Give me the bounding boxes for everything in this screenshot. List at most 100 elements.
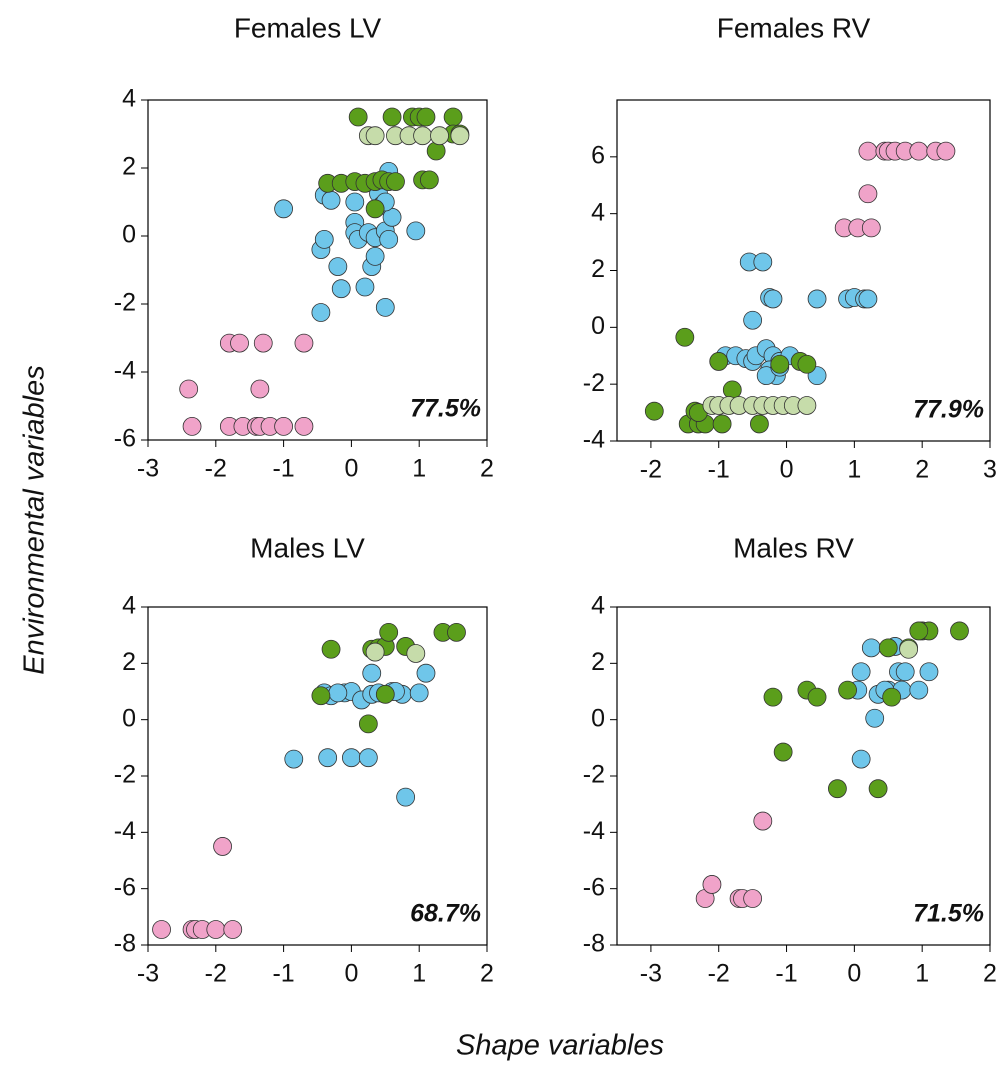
annotation: 77.9%: [913, 396, 984, 424]
point: [895, 662, 915, 682]
plot-frame: [616, 606, 991, 946]
y-tick-label: 4: [122, 85, 136, 113]
point: [406, 644, 426, 663]
point: [702, 875, 722, 894]
point: [379, 622, 399, 642]
y-tick-label: 6: [591, 141, 605, 169]
point: [318, 748, 338, 768]
point: [321, 190, 341, 210]
point: [179, 379, 199, 399]
chart-title: Males RV: [733, 532, 854, 563]
x-tick-label: 0: [344, 455, 358, 483]
point: [230, 333, 249, 353]
x-tick-label: -2: [640, 456, 662, 484]
y-tick-label: -2: [114, 761, 136, 789]
point: [882, 687, 902, 707]
point: [321, 639, 341, 659]
point: [712, 414, 732, 434]
point: [152, 920, 171, 939]
point: [365, 642, 385, 662]
point: [416, 107, 436, 127]
point: [213, 837, 232, 856]
point: [294, 333, 314, 353]
point: [838, 680, 857, 700]
x-tick-label: -3: [640, 960, 662, 988]
y-tick-label: -6: [114, 873, 136, 901]
y-tick-label: -8: [114, 930, 136, 958]
y-tick-label: 2: [122, 153, 136, 181]
point: [311, 303, 331, 322]
point: [314, 229, 334, 249]
point: [382, 107, 402, 127]
point: [743, 310, 763, 330]
point: [416, 663, 436, 683]
point: [250, 379, 270, 399]
point: [753, 811, 773, 831]
y-tick-label: -6: [583, 873, 605, 901]
point: [773, 742, 793, 762]
x-tick-label: 2: [480, 960, 494, 988]
x-tick-label: 2: [983, 960, 997, 988]
x-tick-label: 0: [847, 960, 861, 988]
x-tick-label: 0: [780, 456, 794, 484]
point: [311, 686, 331, 706]
point: [331, 279, 351, 299]
point: [430, 126, 449, 146]
x-tick-label: 1: [412, 455, 426, 483]
point: [919, 662, 939, 682]
point: [348, 107, 368, 127]
y-tick-label: 0: [591, 704, 605, 732]
point: [365, 199, 385, 219]
point: [675, 327, 695, 347]
y-tick-label: -6: [114, 425, 136, 453]
point: [294, 416, 314, 436]
point: [406, 221, 426, 241]
y-axis-label: Environmental variables: [19, 365, 51, 674]
point: [379, 229, 399, 249]
point: [756, 366, 776, 386]
point: [797, 396, 817, 415]
point: [851, 662, 871, 682]
point: [386, 172, 405, 192]
point: [182, 416, 202, 436]
x-tick-label: 1: [412, 960, 426, 988]
chart-title: Females RV: [717, 12, 871, 43]
point: [763, 687, 783, 707]
point: [375, 684, 395, 704]
annotation: 68.7%: [410, 900, 481, 928]
y-tick-label: -4: [114, 357, 136, 385]
point: [709, 352, 729, 371]
point: [828, 779, 847, 799]
point: [443, 107, 463, 127]
point: [861, 638, 881, 658]
y-tick-label: 0: [122, 704, 136, 732]
point: [419, 170, 439, 190]
y-tick-label: -4: [583, 426, 605, 454]
point: [365, 246, 385, 266]
point: [223, 920, 243, 939]
point: [750, 414, 769, 434]
point: [274, 199, 294, 219]
y-tick-label: -2: [583, 761, 605, 789]
point: [899, 639, 919, 659]
point: [409, 683, 429, 703]
point: [851, 749, 871, 769]
y-tick-label: -8: [583, 930, 605, 958]
point: [753, 252, 773, 272]
point: [396, 787, 416, 807]
x-tick-label: -1: [272, 455, 294, 483]
y-tick-label: 4: [591, 592, 605, 620]
y-tick-label: 4: [122, 592, 136, 620]
point: [284, 749, 304, 769]
point: [274, 416, 294, 436]
y-tick-label: -4: [583, 817, 605, 845]
point: [328, 683, 348, 703]
plot-frame: [147, 606, 488, 946]
point: [743, 889, 763, 908]
x-axis-label: Shape variables: [456, 1030, 664, 1062]
point: [770, 354, 790, 374]
point: [362, 663, 382, 683]
chart-title: Females LV: [234, 12, 382, 43]
point: [861, 218, 881, 238]
